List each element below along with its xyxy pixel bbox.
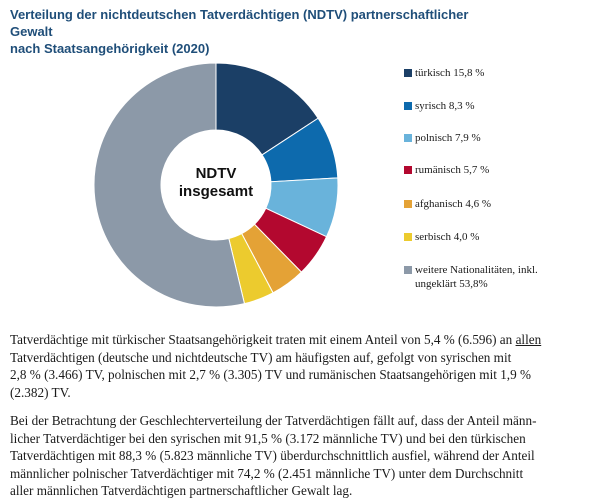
legend-swatch-0: [404, 69, 412, 77]
legend-item-2: polnisch 7,9 %: [404, 131, 575, 145]
legend-label-5: serbisch 4,0 %: [415, 231, 480, 243]
legend-swatch-1: [404, 102, 412, 110]
legend-item-1: syrisch 8,3 %: [404, 99, 575, 113]
paragraph-2: Bei der Betrachtung der Geschlechtervert…: [10, 412, 592, 500]
chart-title-line-1: Verteilung der nichtdeutschen Tatverdäch…: [10, 7, 469, 39]
paragraph-2-line: licher Tatverdächtiger bei den syrischen…: [10, 430, 526, 446]
legend-label-6: weitere Nationalitäten, inkl. ungeklärt 5…: [415, 264, 538, 290]
legend-swatch-6: [404, 266, 412, 274]
center-label-line-1: NDTV: [196, 165, 237, 182]
paragraph-2-line: aller männlichen Tatverdächtigen partner…: [10, 483, 353, 498]
paragraph-1-line: (2.382) TV.: [10, 384, 71, 400]
legend-swatch-3: [404, 166, 412, 174]
legend-item-5: serbisch 4,0 %: [404, 230, 575, 244]
legend-item-4: afghanisch 4,6 %: [404, 197, 575, 211]
legend-swatch-5: [404, 233, 412, 241]
legend-label-0: türkisch 15,8 %: [415, 67, 485, 79]
legend-label-1: syrisch 8,3 %: [415, 100, 475, 112]
chart-title: Verteilung der nichtdeutschen Tatverdäch…: [10, 6, 490, 57]
legend-item-0: türkisch 15,8 %: [404, 66, 575, 80]
legend-item-6: weitere Nationalitäten, inkl. ungeklärt 5…: [404, 263, 575, 291]
paragraph-2-line: Tatverdächtigen mit 88,3 % (5.823 männli…: [10, 448, 535, 463]
legend-label-4: afghanisch 4,6 %: [415, 198, 492, 210]
paragraph-1: Tatverdächtige mit türkischer Staatsange…: [10, 331, 592, 401]
legend-label-2: polnisch 7,9 %: [415, 132, 481, 144]
paragraph-1-line: 2,8 % (3.466) TV, polnischen mit 2,7 % (…: [10, 367, 531, 382]
paragraph-2-line: männlicher polnischer Tatverdächtiger mi…: [10, 465, 524, 481]
paragraph-2-line: Bei der Betrachtung der Geschlechtervert…: [10, 413, 537, 428]
legend-swatch-4: [404, 200, 412, 208]
paragraph-1-line: Tatverdächtigen (deutsche und nichtdeuts…: [10, 349, 512, 365]
legend-swatch-2: [404, 134, 412, 142]
legend-item-3: rumänisch 5,7 %: [404, 163, 575, 177]
paragraph-1-line: Tatverdächtige mit türkischer Staatsange…: [10, 332, 542, 347]
center-label-line-2: insgesamt: [179, 183, 253, 200]
legend-label-3: rumänisch 5,7 %: [415, 164, 490, 176]
donut-chart: NDTV insgesamt: [93, 62, 339, 308]
donut-slice-6: [93, 62, 246, 308]
donut-slice-0: [215, 62, 319, 156]
donut-slices: [93, 62, 339, 308]
chart-title-line-2: nach Staatsangehörigkeit (2020): [10, 41, 210, 56]
